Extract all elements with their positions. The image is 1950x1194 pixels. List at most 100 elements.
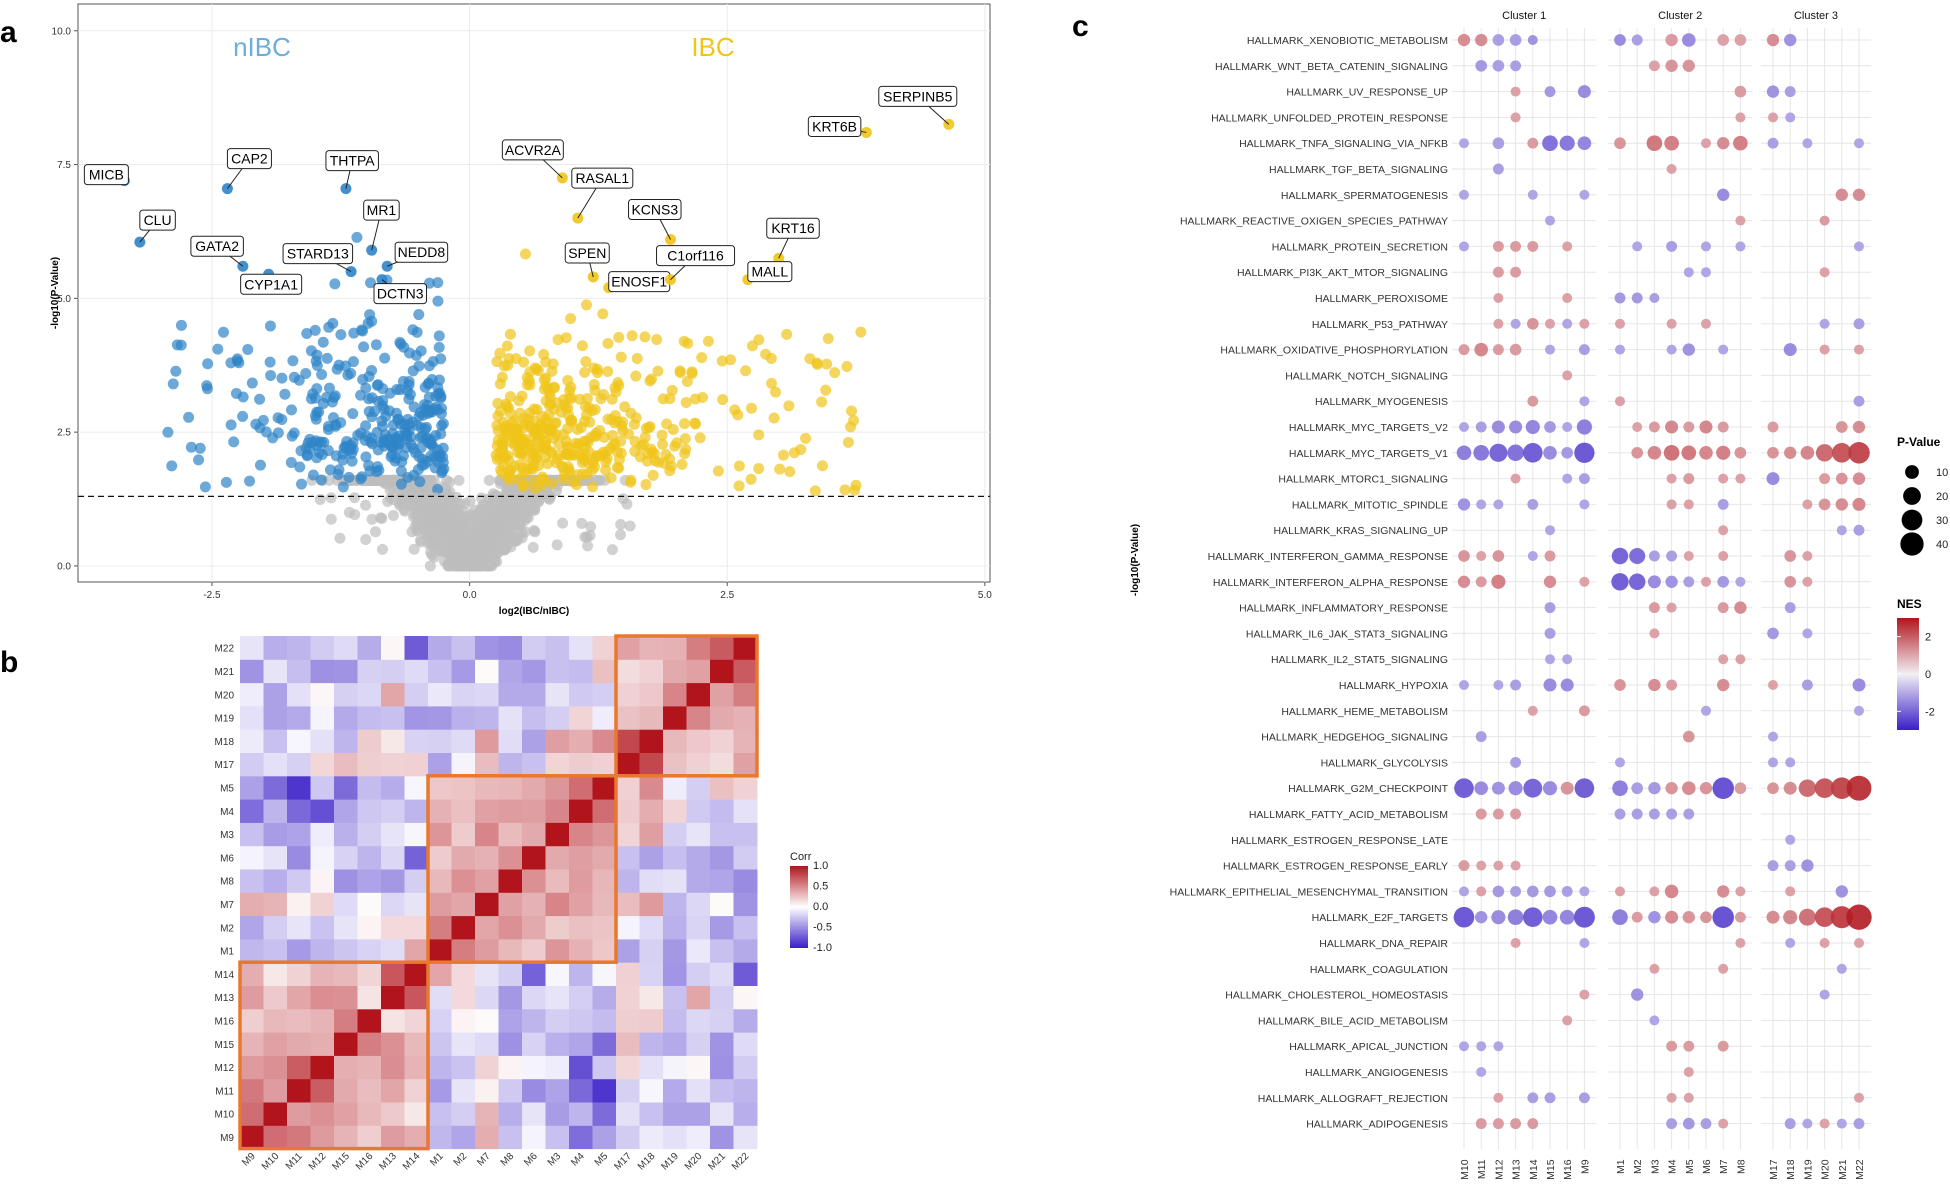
gene-point — [377, 383, 389, 395]
enrichment-dot — [1735, 654, 1746, 665]
pathway-label: HALLMARK_GLYCOLYSIS — [1321, 757, 1448, 769]
enrichment-dot — [1493, 679, 1504, 691]
heatmap-cell — [263, 775, 288, 800]
enrichment-dot — [1614, 137, 1626, 150]
heatmap-cell — [569, 775, 593, 800]
enrichment-dot — [1457, 575, 1471, 588]
pathway-label: HALLMARK_G2M_CHECKPOINT — [1288, 783, 1448, 795]
heatmap-cell — [663, 729, 687, 753]
gene-point — [661, 418, 673, 430]
gene-point — [640, 479, 652, 491]
enrichment-dot — [1544, 627, 1556, 639]
gene-point — [407, 442, 419, 454]
gene-point — [589, 404, 601, 416]
heatmap-row-label: M7 — [220, 900, 234, 911]
enrichment-dot — [1507, 909, 1524, 926]
heatmap-cell — [310, 1032, 335, 1056]
enrichment-dot — [1543, 446, 1557, 460]
gene-point — [199, 481, 211, 493]
gene-label-krt6b: KRT6B — [812, 118, 857, 134]
gene-point — [712, 465, 724, 477]
heatmap-cell — [686, 1125, 711, 1150]
heatmap-cell — [404, 1102, 429, 1126]
enrichment-dot — [1666, 808, 1678, 820]
enrichment-dot — [1712, 777, 1734, 799]
heatmap-cell — [639, 1102, 664, 1126]
enrichment-dot — [1574, 778, 1595, 798]
pathway-label: HALLMARK_ANGIOGENESIS — [1305, 1067, 1448, 1079]
heatmap-cell — [592, 729, 617, 753]
heatmap-cell — [357, 869, 382, 893]
heatmap-cell — [639, 775, 664, 800]
heatmap-cell — [240, 1008, 264, 1033]
enrichment-dot — [1819, 1118, 1830, 1129]
gene-point — [490, 529, 502, 541]
module-tick-label: M15 — [1545, 1159, 1557, 1180]
heatmap-cell — [498, 705, 523, 730]
heatmap-cell — [428, 636, 452, 660]
enrichment-dot — [1831, 777, 1853, 799]
gene-point — [334, 532, 346, 544]
heatmap-row-label: M9 — [220, 1133, 234, 1144]
heatmap-cell — [428, 869, 452, 893]
enrichment-dot — [1458, 138, 1470, 149]
heatmap-cell — [310, 985, 335, 1010]
heatmap-cell — [663, 775, 687, 800]
enrichment-dot — [1717, 34, 1730, 46]
heatmap-cell — [686, 822, 711, 847]
enrichment-dot — [1614, 34, 1626, 46]
heatmap-cell — [310, 799, 335, 823]
heatmap-cell — [404, 775, 429, 800]
enrichment-dot — [1766, 33, 1780, 47]
heatmap-cell — [287, 845, 311, 870]
enrichment-dot — [1475, 808, 1487, 820]
heatmap-cell — [381, 1032, 405, 1056]
enrichment-dot — [1819, 989, 1830, 1000]
heatmap-row-label: M12 — [215, 1063, 235, 1074]
gene-point — [233, 357, 245, 369]
y-tick-label: 5.0 — [57, 294, 71, 305]
enrichment-dot — [1527, 498, 1539, 510]
heatmap-cell — [475, 985, 499, 1010]
heatmap-cell — [710, 845, 734, 870]
heatmap-cell — [569, 1055, 593, 1080]
gene-label-dctn3: DCTN3 — [377, 286, 424, 302]
gene-label-box — [564, 242, 610, 264]
gene-point — [395, 465, 407, 477]
enrichment-dot — [1800, 446, 1815, 460]
gene-point — [562, 461, 574, 473]
heatmap-cell — [451, 869, 476, 893]
enrichment-dot — [1700, 705, 1712, 716]
enrichment-dot — [1767, 782, 1779, 795]
heatmap-cell — [475, 775, 499, 800]
enrichment-dot — [1784, 860, 1796, 872]
gene-point — [422, 378, 434, 390]
heatmap-row-label: M15 — [215, 1040, 235, 1051]
enrichment-dot — [1632, 241, 1643, 252]
enrichment-dot — [1510, 60, 1522, 72]
enrichment-dot — [1717, 602, 1729, 614]
heatmap-cell — [451, 659, 476, 684]
enrichment-dot — [1492, 137, 1505, 150]
heatmap-cell — [240, 845, 264, 870]
enrichment-dot — [1612, 909, 1628, 926]
gene-point — [781, 328, 793, 340]
heatmap-cell — [404, 915, 429, 940]
volcano-plot: MICB CLU CAP2 THTPA GATA2 CYP1A1 STARD13 MR1 NED… — [50, 3, 992, 617]
heatmap-cell — [616, 1078, 640, 1103]
heatmap-cell — [686, 1008, 711, 1033]
heatmap-cell — [381, 822, 405, 847]
gene-point — [453, 474, 465, 486]
enrichment-dot — [1683, 499, 1694, 510]
gene-point — [429, 462, 441, 474]
heatmap-cell — [381, 1078, 405, 1103]
enrichment-dot — [1767, 679, 1779, 691]
pathway-label: HALLMARK_XENOBIOTIC_METABOLISM — [1247, 35, 1448, 47]
heatmap-cell — [639, 682, 664, 707]
heatmap-cell — [404, 962, 429, 986]
enrichment-dot — [1718, 550, 1729, 562]
enrichment-dot — [1835, 885, 1848, 898]
heatmap-col-label: M15 — [330, 1151, 352, 1173]
enrichment-dot — [1507, 444, 1524, 462]
gene-point — [394, 384, 406, 396]
